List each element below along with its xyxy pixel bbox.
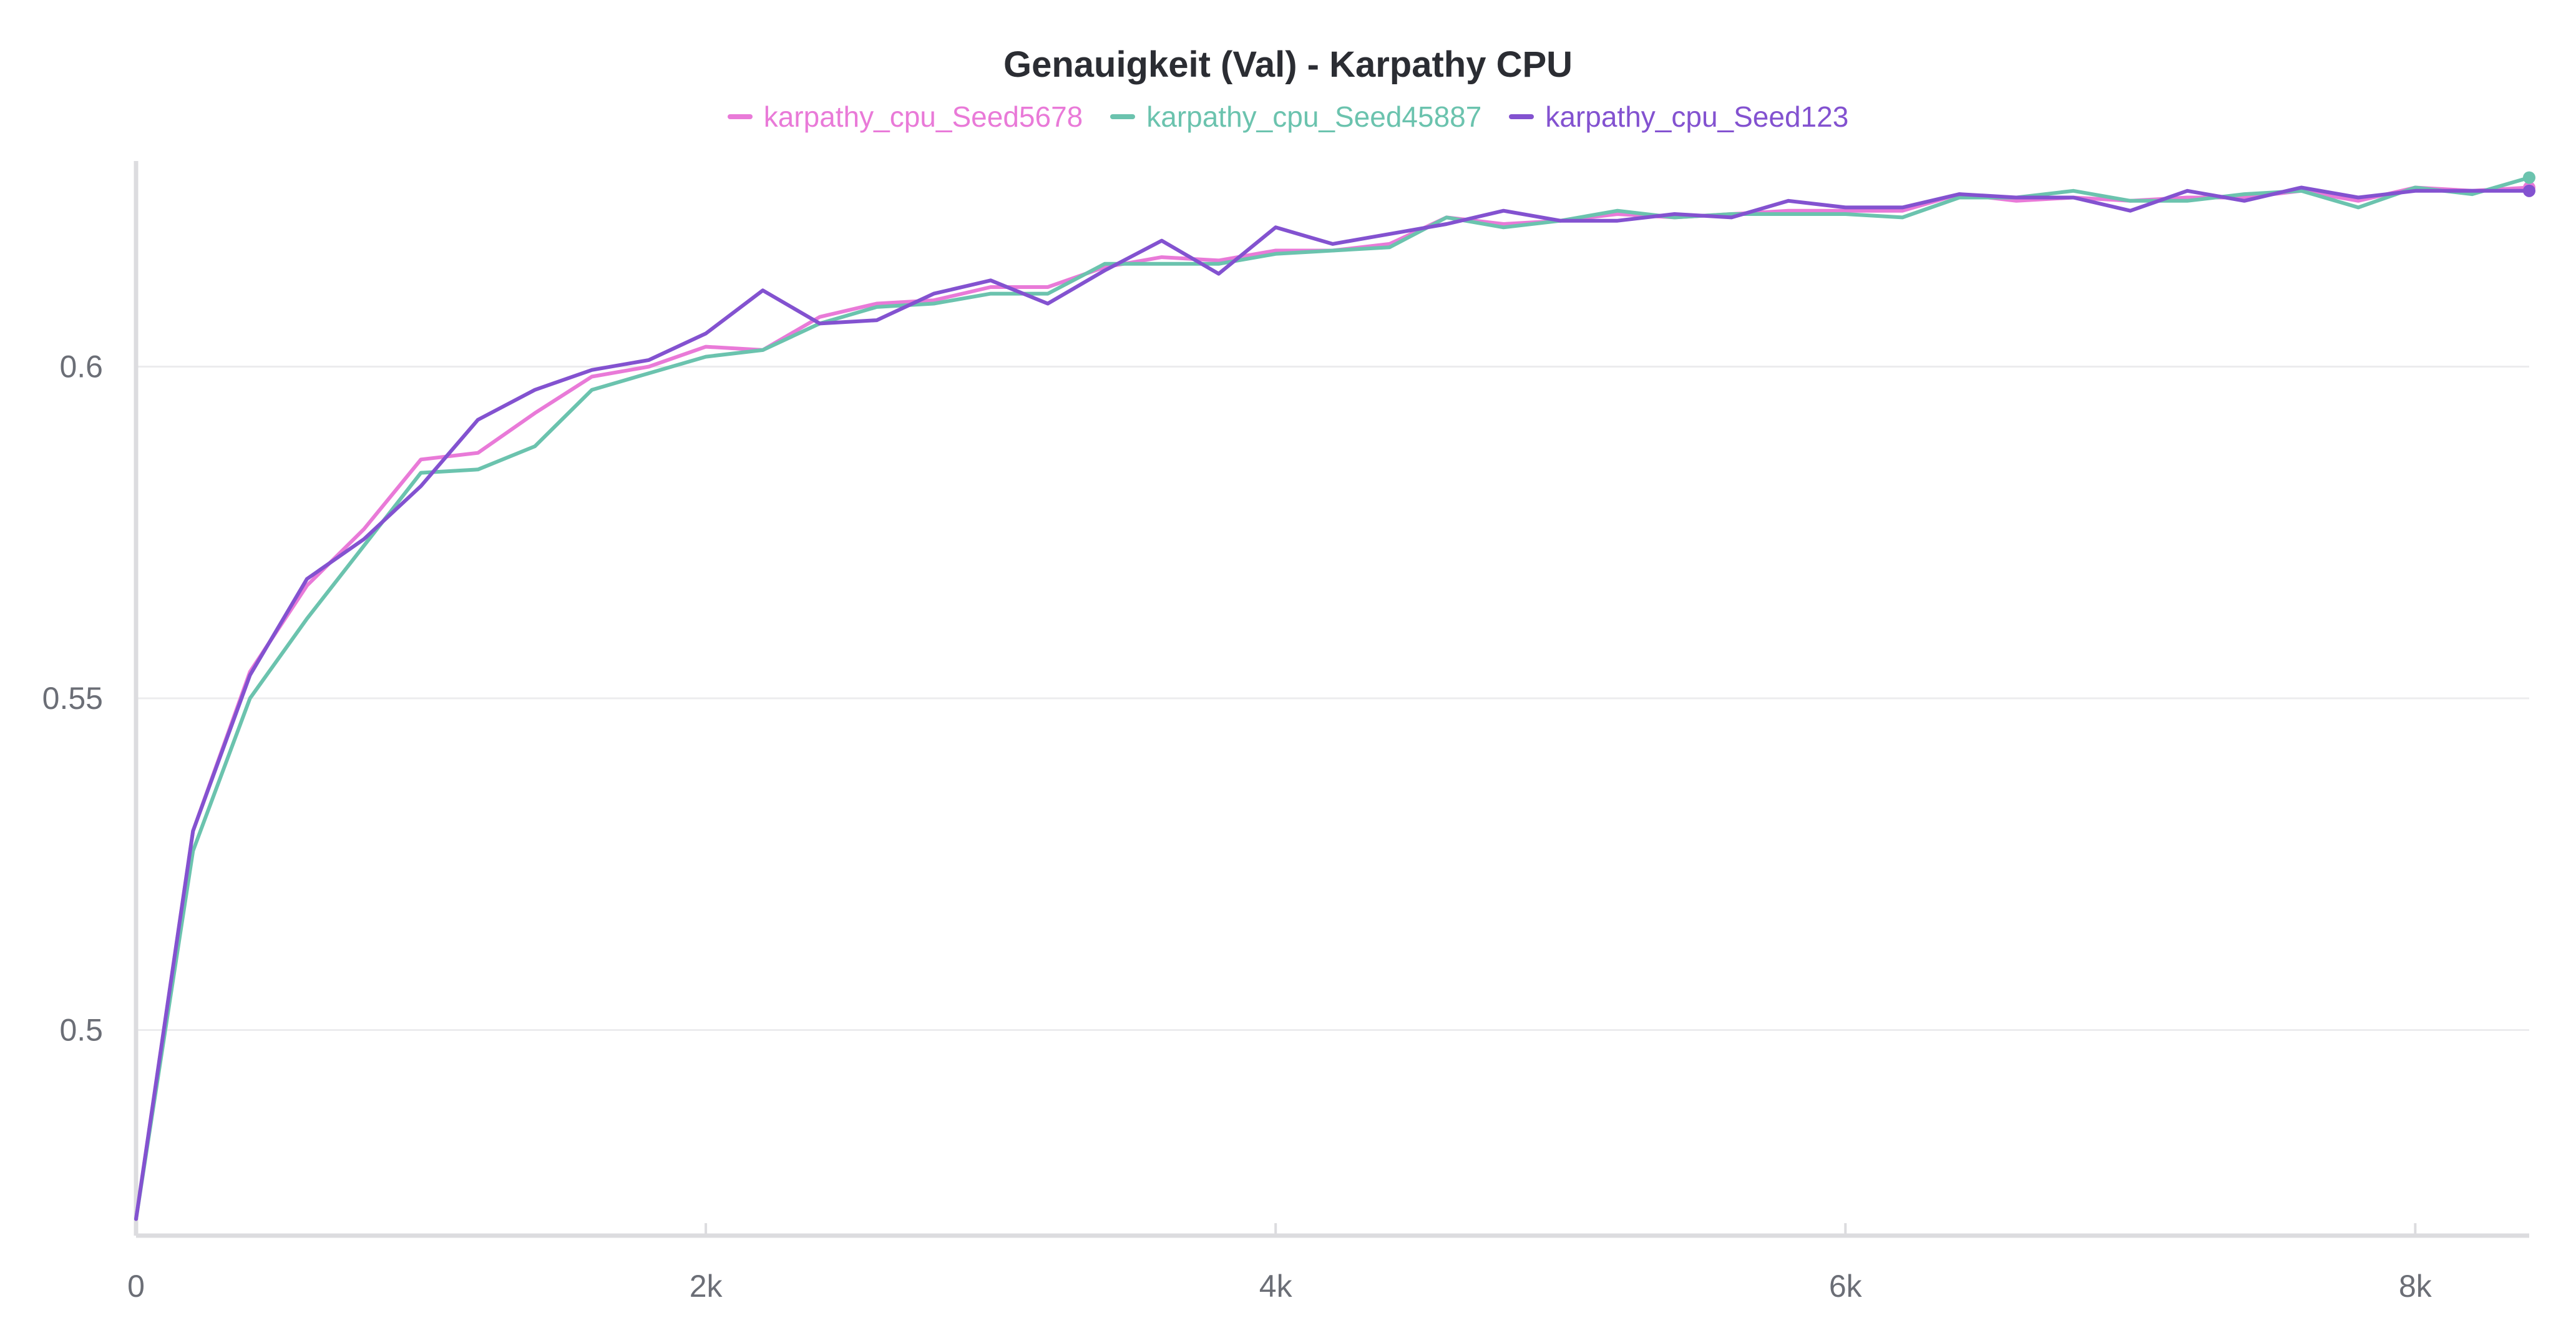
grid-lines [136, 366, 2529, 1031]
y-tick-label: 0.5 [59, 1012, 103, 1047]
legend-label-seed45887: karpathy_cpu_Seed45887 [1146, 100, 1482, 133]
legend-label-seed123: karpathy_cpu_Seed123 [1545, 100, 1849, 133]
legend-swatch-seed45887 [1110, 114, 1136, 119]
y-tick-label: 0.6 [59, 349, 103, 384]
series-line-0[interactable] [134, 185, 2531, 1221]
legend-item-seed5678[interactable]: karpathy_cpu_Seed5678 [727, 100, 1083, 134]
legend: karpathy_cpu_Seed5678 karpathy_cpu_Seed4… [0, 100, 2576, 134]
x-tick-label: 8k [2399, 1269, 2432, 1304]
legend-swatch-seed5678 [727, 114, 753, 119]
x-tick-label: 6k [1829, 1269, 1863, 1304]
x-tick-label: 0 [127, 1269, 145, 1304]
y-tick-label: 0.55 [42, 681, 103, 716]
legend-swatch-seed123 [1509, 114, 1534, 119]
series-line-1[interactable] [134, 175, 2531, 1221]
x-tick-label: 4k [1259, 1269, 1293, 1304]
series-lines [134, 171, 2535, 1221]
axes [134, 161, 2529, 1238]
chart-title: Genauigkeit (Val) - Karpathy CPU [1003, 44, 1573, 85]
legend-item-seed45887[interactable]: karpathy_cpu_Seed45887 [1110, 100, 1481, 134]
series-end-point-2 [2523, 184, 2535, 197]
tick-labels: 0.5 0.55 0.6 0 2k 4k 6k 8k [42, 349, 2432, 1304]
series-end-point-1 [2523, 171, 2535, 184]
legend-item-seed123[interactable]: karpathy_cpu_Seed123 [1509, 100, 1848, 134]
legend-label-seed5678: karpathy_cpu_Seed5678 [763, 100, 1083, 133]
x-tick-label: 2k [690, 1269, 723, 1304]
series-line-2[interactable] [134, 185, 2531, 1221]
